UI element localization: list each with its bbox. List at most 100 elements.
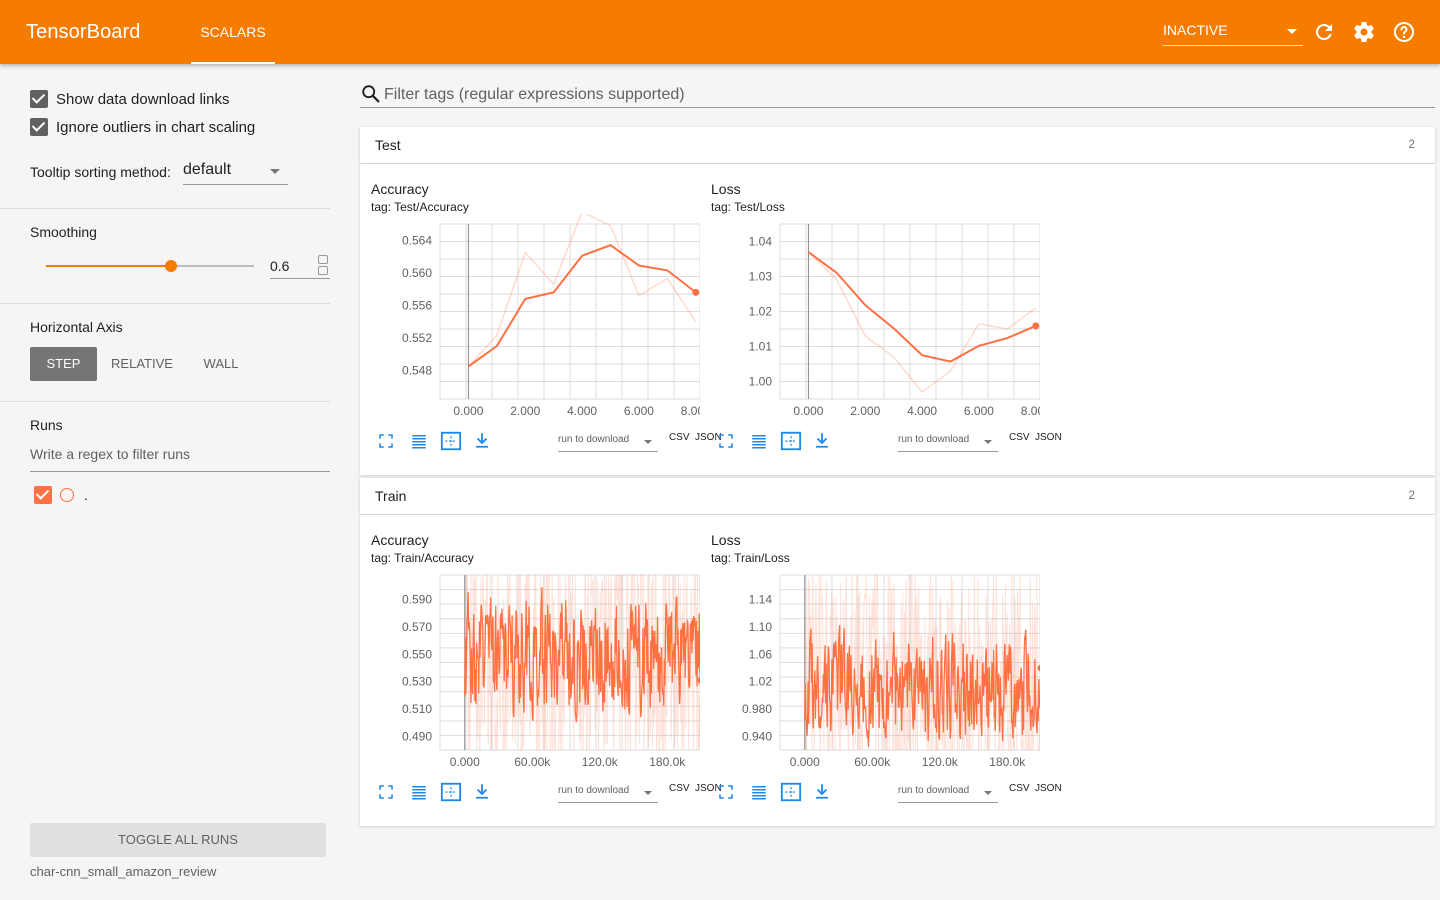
fit-domain-icon[interactable] <box>779 781 803 803</box>
mode-select[interactable]: INACTIVE <box>1163 22 1303 46</box>
tooltip-sort-select[interactable]: default <box>183 161 288 185</box>
csv-link[interactable]: CSV <box>669 783 690 794</box>
category-body-train: Accuracy tag: Train/Accuracy 0.490 0.510 0.5… <box>360 515 1435 826</box>
chart-title: Accuracy <box>371 532 429 548</box>
runs-label: Runs <box>30 417 63 433</box>
fullscreen-icon[interactable] <box>717 432 735 450</box>
run-download-select[interactable]: run to download <box>898 430 998 452</box>
y-tick-label: 0.556 <box>402 298 432 312</box>
chart-tag: tag: Train/Accuracy <box>371 551 474 565</box>
gear-icon[interactable] <box>1352 20 1376 44</box>
run-download-placeholder: run to download <box>898 434 970 445</box>
download-icon[interactable] <box>813 781 831 801</box>
refresh-icon[interactable] <box>1312 20 1336 44</box>
show-links-checkbox[interactable] <box>30 90 48 108</box>
ignore-outliers-checkbox[interactable] <box>30 118 48 136</box>
show-links-label: Show data download links <box>56 90 230 108</box>
y-tick-label: 1.02 <box>749 675 773 689</box>
fullscreen-icon[interactable] <box>377 783 395 801</box>
caret-down-icon <box>984 440 992 444</box>
y-tick-label: 0.940 <box>742 729 772 743</box>
tooltip-sort-label: Tooltip sorting method: <box>30 164 171 180</box>
search-icon <box>362 85 380 103</box>
smoothing-label: Smoothing <box>30 224 97 240</box>
x-tick-label: 6.000 <box>624 404 654 418</box>
category-count: 2 <box>1408 137 1415 151</box>
fullscreen-icon[interactable] <box>377 432 395 450</box>
axis-relative-button[interactable]: RELATIVE <box>111 356 173 371</box>
axis-step-button[interactable]: STEP <box>30 347 97 381</box>
fit-domain-icon[interactable] <box>439 781 463 803</box>
stepper-up-icon[interactable] <box>318 255 328 264</box>
smoothing-input-value: 0.6 <box>270 258 290 274</box>
run-download-select[interactable]: run to download <box>558 430 658 452</box>
chart-tag: tag: Test/Loss <box>711 200 785 214</box>
csv-link[interactable]: CSV <box>1009 783 1030 794</box>
runs-filter-input[interactable]: Write a regex to filter runs <box>30 446 330 472</box>
x-tick-label: 120.0k <box>922 755 959 769</box>
divider <box>0 303 330 304</box>
help-icon[interactable] <box>1392 20 1416 44</box>
show-links-row[interactable]: Show data download links <box>30 90 229 108</box>
x-tick-label: 6.000 <box>964 404 994 418</box>
ignore-outliers-row[interactable]: Ignore outliers in chart scaling <box>30 118 255 136</box>
stepper-down-icon[interactable] <box>318 266 328 275</box>
category-body-test: Accuracy tag: Test/Accuracy 0.548 0.552 0.55… <box>360 164 1435 475</box>
toggle-log-scale-icon[interactable] <box>409 432 429 450</box>
toggle-log-scale-icon[interactable] <box>749 432 769 450</box>
y-tick-label: 0.548 <box>402 364 432 378</box>
fullscreen-icon[interactable] <box>717 783 735 801</box>
run-download-placeholder: run to download <box>558 785 630 796</box>
sidebar: Show data download links Ignore outliers… <box>0 64 350 900</box>
category-header-test[interactable]: Test 2 <box>360 127 1435 163</box>
caret-down-icon <box>984 791 992 795</box>
y-tick-label: 0.980 <box>742 702 772 716</box>
json-link[interactable]: JSON <box>695 432 722 443</box>
run-download-select[interactable]: run to download <box>898 781 998 803</box>
y-tick-label: 1.06 <box>749 647 773 661</box>
run-checkbox[interactable] <box>34 486 52 504</box>
json-link[interactable]: JSON <box>1035 432 1062 443</box>
x-tick-label: 8.000 <box>681 404 700 418</box>
fit-domain-icon[interactable] <box>779 430 803 452</box>
run-download-select[interactable]: run to download <box>558 781 658 803</box>
csv-link[interactable]: CSV <box>669 432 690 443</box>
y-tick-label: 0.560 <box>402 266 432 280</box>
y-tick-label: 1.14 <box>749 593 773 607</box>
smoothed-series-line <box>464 587 700 723</box>
chart-svg: 0.490 0.510 0.530 0.550 0.570 0.590 0.000 60.00… <box>402 574 700 769</box>
download-icon[interactable] <box>473 430 491 450</box>
smoothing-slider-knob[interactable] <box>165 260 177 272</box>
json-link[interactable]: JSON <box>695 783 722 794</box>
chart-card: Loss tag: Test/Loss 1.00 1.01 1.02 1.03 1.04 0.… <box>700 164 1062 464</box>
category-header-train[interactable]: Train 2 <box>360 478 1435 514</box>
tooltip-sort-value: default <box>183 161 232 178</box>
download-icon[interactable] <box>813 430 831 450</box>
json-link[interactable]: JSON <box>1035 783 1062 794</box>
y-tick-label: 0.552 <box>402 331 432 345</box>
y-tick-label: 1.04 <box>749 235 773 249</box>
category-title: Train <box>375 488 407 504</box>
toggle-log-scale-icon[interactable] <box>749 783 769 801</box>
run-download-placeholder: run to download <box>898 785 970 796</box>
download-icon[interactable] <box>473 781 491 801</box>
smoothing-input[interactable]: 0.6 <box>270 251 330 279</box>
chart-card: Accuracy tag: Train/Accuracy 0.490 0.510 0.5… <box>360 515 722 815</box>
horizontal-axis-label: Horizontal Axis <box>30 319 123 335</box>
fit-domain-icon[interactable] <box>439 430 463 452</box>
smoothing-slider-fill <box>46 265 171 267</box>
y-tick-label: 0.530 <box>402 675 432 689</box>
x-tick-label: 180.0k <box>989 755 1026 769</box>
chart-grid <box>779 223 1040 400</box>
tab-scalars[interactable]: SCALARS <box>191 0 275 64</box>
x-tick-label: 0.000 <box>793 404 823 418</box>
chart-card: Loss tag: Train/Loss 0.940 0.980 1.02 1.06 1.1… <box>700 515 1062 815</box>
y-tick-label: 0.564 <box>402 233 432 247</box>
csv-link[interactable]: CSV <box>1009 432 1030 443</box>
toggle-all-runs-button[interactable]: TOGGLE ALL RUNS <box>30 823 326 857</box>
axis-wall-button[interactable]: WALL <box>203 356 239 371</box>
run-color-circle-icon[interactable] <box>60 488 74 502</box>
x-tick-label: 2.000 <box>850 404 880 418</box>
toggle-log-scale-icon[interactable] <box>409 783 429 801</box>
tag-filter-input[interactable]: Filter tags (regular expressions support… <box>360 82 1435 108</box>
